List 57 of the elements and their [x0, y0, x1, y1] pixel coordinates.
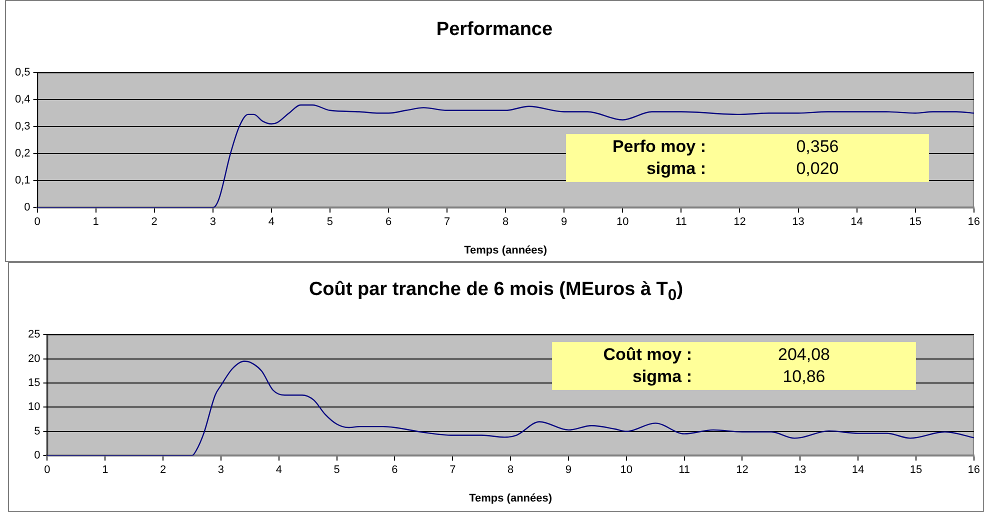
x-tick-label: 10 — [620, 464, 633, 476]
y-tick-label: 0,4 — [14, 94, 30, 106]
annotation: Perfo moy : — [611, 136, 706, 158]
x-tick-label: 12 — [734, 216, 746, 228]
annotation: sigma : — [645, 158, 706, 180]
x-tick-label: 4 — [276, 464, 282, 476]
x-tick-label: 0 — [44, 464, 50, 476]
x-tick-label: 6 — [392, 464, 398, 476]
y-tick-label: 0,5 — [14, 66, 30, 79]
x-tick-label: 11 — [675, 216, 687, 228]
y-tick-label: 0 — [34, 450, 40, 462]
y-tick-label: 10 — [28, 401, 40, 414]
x-tick-label: 13 — [794, 464, 806, 476]
y-tick-label: 5 — [34, 425, 40, 438]
chart-title: Coût par tranche de 6 mois (MEuros à T$_{0}$) — [308, 279, 684, 305]
x-tick-label: 3 — [218, 464, 224, 476]
x-tick-label: 12 — [736, 464, 748, 476]
x-tick-label: 16 — [968, 464, 980, 476]
x-tick-label: 10 — [616, 216, 629, 228]
x-tick-label: 8 — [502, 216, 509, 228]
x-tick-label: 4 — [268, 216, 274, 228]
y-tick-label: 0 — [24, 202, 30, 214]
chart-title: Performance — [435, 19, 554, 41]
x-tick-label: 14 — [850, 216, 863, 228]
y-tick-label: 0,1 — [14, 174, 30, 187]
x-tick-label: 11 — [678, 464, 690, 476]
x-tick-label: 14 — [852, 464, 864, 476]
y-tick-label: 25 — [28, 328, 40, 341]
x-tick-label: 8 — [507, 464, 514, 476]
x-tick-label: 2 — [160, 464, 166, 476]
x-tick-label: 16 — [968, 216, 980, 228]
x-tick-label: 5 — [334, 464, 340, 476]
x-tick-label: 15 — [909, 216, 922, 228]
y-tick-label: 0,3 — [14, 120, 30, 133]
x-tick-label: 1 — [92, 216, 99, 228]
x-tick-label: 13 — [792, 216, 804, 228]
annotation: sigma : — [631, 366, 692, 388]
x-tick-label: 5 — [326, 216, 334, 228]
annotation: 10,86 — [782, 366, 826, 388]
y-tick-label: 15 — [28, 377, 40, 390]
x-tick-label: 15 — [910, 464, 922, 476]
annotation: 0,356 — [795, 136, 840, 158]
x-tick-label: 3 — [210, 216, 216, 228]
annotation: Coût moy : — [602, 344, 692, 366]
x-tick-label: 2 — [151, 216, 158, 228]
y-tick-label: 20 — [28, 352, 40, 365]
annotation: 204,08 — [777, 344, 831, 366]
x-tick-label: 1 — [102, 464, 108, 476]
x-axis-title: Temps (années) — [464, 244, 548, 256]
x-tick-label: 7 — [444, 216, 450, 228]
x-tick-label: 6 — [385, 216, 392, 228]
y-tick-label: 0,2 — [14, 148, 30, 160]
x-tick-label: 9 — [561, 216, 568, 228]
x-tick-label: 7 — [450, 464, 456, 476]
annotation: 0,020 — [795, 158, 840, 180]
x-tick-label: 9 — [565, 464, 572, 476]
x-axis-title: Temps (années) — [469, 492, 552, 504]
